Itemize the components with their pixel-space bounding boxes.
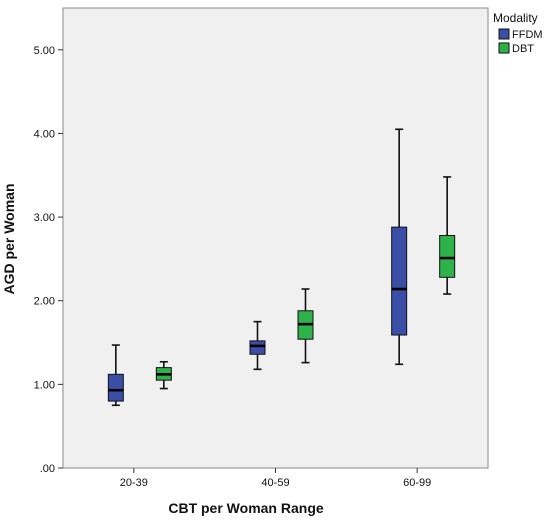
y-axis: .00 1.00 2.00 3.00 4.00 5.00 xyxy=(34,45,63,475)
box-ffdm-40-59 xyxy=(249,320,266,371)
y-axis-title: AGD per Woman xyxy=(1,184,17,295)
y-tick-label: 2.00 xyxy=(34,296,55,308)
y-tick-label: 5.00 xyxy=(34,45,55,57)
iqr-box xyxy=(391,226,408,336)
legend-label-dbt: DBT xyxy=(512,43,534,55)
box-ffdm-20-39 xyxy=(107,344,124,407)
y-tick-label: 3.00 xyxy=(34,212,55,224)
y-tick-label: 1.00 xyxy=(34,379,55,391)
x-axis-title: CBT per Woman Range xyxy=(168,500,324,516)
legend: Modality FFDM DBT xyxy=(493,11,543,55)
y-tick-label: 4.00 xyxy=(34,128,55,140)
x-axis: 20-39 40-59 60-99 xyxy=(120,468,431,489)
x-tick-label: 60-99 xyxy=(403,477,431,489)
iqr-box xyxy=(439,234,456,278)
legend-title: Modality xyxy=(493,11,538,25)
box-dbt-40-59 xyxy=(297,288,314,364)
iqr-box xyxy=(249,340,266,355)
plot-area xyxy=(62,7,489,469)
iqr-box xyxy=(107,373,124,402)
legend-swatch-dbt xyxy=(498,42,510,54)
x-tick-label: 20-39 xyxy=(120,477,148,489)
legend-swatch-ffdm xyxy=(498,28,510,40)
legend-label-ffdm: FFDM xyxy=(512,29,543,41)
box-ffdm-60-99 xyxy=(391,128,408,366)
y-tick-label: .00 xyxy=(40,463,55,475)
box-series xyxy=(107,128,456,407)
x-tick-label: 40-59 xyxy=(261,477,289,489)
box-dbt-60-99 xyxy=(439,176,456,295)
box-dbt-20-39 xyxy=(155,360,172,390)
